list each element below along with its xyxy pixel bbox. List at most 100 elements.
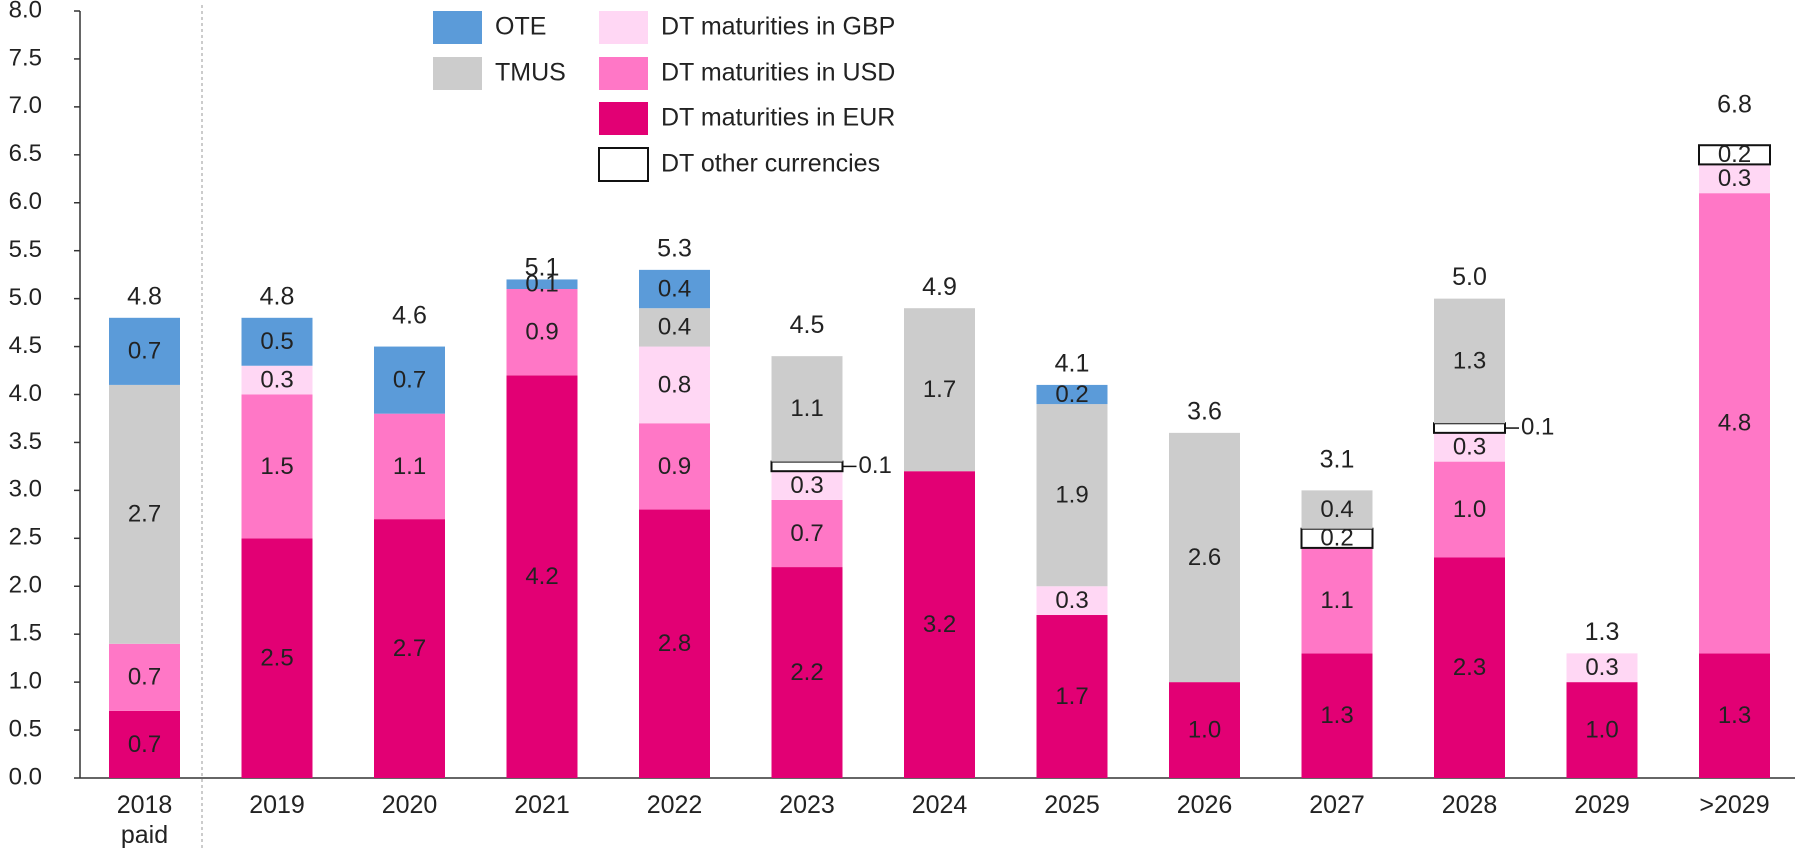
value-label: 0.1 bbox=[859, 452, 892, 479]
total-label: 5.1 bbox=[525, 254, 560, 282]
y-tick-label: 6.0 bbox=[9, 188, 42, 215]
x-tick-label: 2028 bbox=[1441, 791, 1498, 819]
y-tick-label: 5.0 bbox=[9, 284, 42, 311]
y-tick-label: 3.5 bbox=[9, 428, 42, 455]
value-label: 1.9 bbox=[1055, 482, 1088, 509]
total-label: 5.0 bbox=[1452, 263, 1487, 291]
bar-segment bbox=[374, 413, 445, 520]
value-label: 0.4 bbox=[1320, 496, 1353, 523]
value-label: 1.7 bbox=[923, 376, 956, 403]
bar-segment bbox=[639, 423, 710, 510]
value-label: 0.3 bbox=[1055, 587, 1088, 614]
total-label: 3.6 bbox=[1187, 397, 1222, 425]
legend-swatch bbox=[598, 147, 649, 182]
y-tick-label: 2.0 bbox=[9, 572, 42, 599]
bar-segment bbox=[771, 356, 843, 462]
bar-segment bbox=[374, 346, 445, 414]
total-label: 6.8 bbox=[1717, 91, 1752, 119]
value-label: 3.2 bbox=[923, 611, 956, 638]
total-label: 1.3 bbox=[1585, 618, 1620, 646]
bar-segment bbox=[904, 471, 975, 778]
value-label: 2.2 bbox=[790, 659, 823, 686]
value-label: 0.4 bbox=[658, 314, 691, 341]
bar-segment bbox=[1699, 164, 1770, 194]
y-tick-label: 2.5 bbox=[9, 524, 42, 551]
value-label: 0.2 bbox=[1718, 141, 1751, 168]
value-label: 1.0 bbox=[1188, 716, 1221, 743]
total-label: 4.9 bbox=[922, 273, 957, 301]
x-tick-label: 2029 bbox=[1574, 791, 1630, 819]
bar-segment bbox=[109, 317, 180, 385]
y-tick-label: 1.5 bbox=[9, 620, 42, 647]
total-label: 4.5 bbox=[790, 311, 825, 339]
bar-segment bbox=[904, 308, 975, 472]
bar-segment bbox=[1434, 432, 1505, 462]
x-tick-label: 2018 paid bbox=[116, 791, 173, 849]
bar-segment bbox=[770, 460, 844, 473]
bar-segment bbox=[639, 509, 710, 778]
total-label: 4.6 bbox=[392, 302, 427, 330]
bar-segment bbox=[506, 279, 578, 290]
x-tick-label: 2027 bbox=[1309, 791, 1365, 819]
legend-label: DT maturities in GBP bbox=[661, 13, 895, 41]
value-label: 0.2 bbox=[1320, 525, 1353, 552]
value-label: 2.5 bbox=[260, 645, 293, 672]
value-label: 2.3 bbox=[1453, 654, 1486, 681]
y-tick-label: 0.0 bbox=[9, 763, 42, 790]
bar-segment bbox=[1036, 404, 1108, 587]
legend-swatch bbox=[599, 11, 648, 44]
y-tick-label: 7.5 bbox=[9, 44, 42, 71]
x-tick-label: 2019 bbox=[249, 791, 305, 819]
bar-segment bbox=[109, 643, 180, 711]
x-tick-label: 2022 bbox=[646, 791, 703, 819]
value-label: 0.3 bbox=[790, 472, 823, 499]
legend-label: OTE bbox=[495, 13, 546, 41]
legend-swatch bbox=[433, 11, 482, 44]
y-tick-label: 1.0 bbox=[9, 667, 42, 694]
value-label: 0.3 bbox=[1585, 654, 1618, 681]
total-label: 4.8 bbox=[260, 282, 295, 310]
bar-segment bbox=[1036, 586, 1108, 616]
y-tick-label: 0.5 bbox=[9, 715, 42, 742]
value-label: 0.4 bbox=[658, 275, 691, 302]
y-tick-label: 7.0 bbox=[9, 92, 42, 119]
value-label: 1.0 bbox=[1585, 716, 1618, 743]
bar-segment bbox=[1301, 653, 1373, 778]
legend-swatch bbox=[599, 102, 648, 135]
x-tick-label: 2020 bbox=[381, 791, 438, 819]
bar-segment bbox=[1036, 384, 1108, 405]
value-label: 2.7 bbox=[393, 635, 426, 662]
bar-segment bbox=[1566, 653, 1638, 683]
bar-segment bbox=[1169, 432, 1240, 683]
total-label: 4.8 bbox=[127, 282, 162, 310]
value-label: 1.1 bbox=[393, 453, 426, 480]
bar-segment bbox=[1699, 193, 1770, 654]
value-label: 1.1 bbox=[1320, 587, 1353, 614]
value-label: 0.3 bbox=[1718, 165, 1751, 192]
bar-segment bbox=[506, 375, 578, 778]
y-tick-label: 6.5 bbox=[9, 140, 42, 167]
y-tick-label: 4.5 bbox=[9, 332, 42, 359]
bar-segment bbox=[1301, 547, 1373, 654]
value-label: 1.7 bbox=[1055, 683, 1088, 710]
value-label: 1.3 bbox=[1320, 702, 1353, 729]
value-label: 0.7 bbox=[128, 664, 161, 691]
y-tick-label: 5.5 bbox=[9, 236, 42, 263]
value-label: 0.3 bbox=[260, 366, 293, 393]
bar-segment bbox=[1433, 422, 1506, 434]
value-label: 0.1 bbox=[1521, 413, 1554, 440]
bar-segment bbox=[241, 317, 313, 366]
legend-label: DT maturities in USD bbox=[661, 59, 895, 87]
legend-swatch bbox=[433, 57, 482, 90]
legend-label: DT maturities in EUR bbox=[661, 104, 895, 132]
value-label: 0.7 bbox=[790, 520, 823, 547]
value-label: 0.9 bbox=[525, 319, 558, 346]
bar-segment bbox=[241, 365, 313, 395]
bar-segment bbox=[1434, 461, 1505, 558]
bar-segment bbox=[639, 346, 710, 424]
value-label: 0.7 bbox=[393, 366, 426, 393]
x-tick-label: 2023 bbox=[779, 791, 835, 819]
bar-segment bbox=[241, 394, 313, 539]
value-label: 1.1 bbox=[790, 395, 823, 422]
